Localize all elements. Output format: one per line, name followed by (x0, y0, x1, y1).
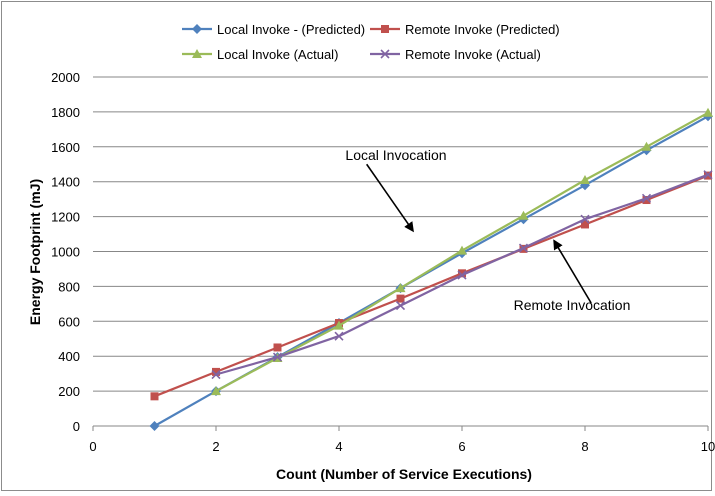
series-2 (211, 107, 713, 396)
legend-label: Local Invoke - (Predicted) (217, 22, 365, 37)
annotation-arrow (366, 163, 414, 233)
x-tick-label: 4 (335, 439, 342, 454)
data-point (642, 196, 651, 205)
annotation-label: Local Invocation (345, 147, 446, 163)
legend-item: Local Invoke - (Predicted) (182, 22, 365, 37)
data-point (334, 320, 344, 330)
y-tick-label: 600 (58, 314, 80, 329)
data-point (211, 386, 221, 396)
annotation-label: Remote Invocation (514, 297, 631, 313)
y-tick-label: 0 (73, 419, 80, 434)
data-point (395, 283, 406, 293)
legend-label: Remote Invoke (Predicted) (405, 22, 560, 37)
legend-item: Remote Invoke (Predicted) (370, 22, 560, 37)
x-tick-label: 8 (581, 439, 588, 454)
data-point (457, 245, 467, 255)
legend-marker (192, 49, 202, 58)
y-axis-title: Energy Footprint (mJ) (27, 179, 43, 325)
data-point (580, 174, 590, 184)
data-point (641, 141, 652, 151)
annotations: Local Invocation Remote Invocation (345, 147, 630, 313)
data-point (334, 331, 344, 341)
y-tick-label: 1800 (51, 105, 80, 120)
data-point (458, 269, 466, 278)
legend-marker (380, 49, 390, 59)
data-point (641, 193, 652, 203)
data-point (581, 220, 589, 229)
y-tick-label: 800 (58, 279, 80, 294)
data-point (211, 369, 221, 380)
series-layer (149, 107, 713, 431)
data-point (457, 270, 467, 280)
data-point (272, 352, 283, 362)
series-line (154, 174, 709, 398)
y-tick-label: 1400 (51, 175, 80, 190)
series-3 (211, 170, 713, 380)
y-tick-label: 400 (58, 349, 80, 364)
legend: Local Invoke - (Predicted) Remote Invoke … (182, 22, 560, 62)
annotation-arrow (553, 239, 592, 304)
data-point (518, 243, 529, 253)
legend-label: Local Invoke (Actual) (217, 47, 338, 62)
data-point (580, 214, 590, 224)
data-point (518, 210, 529, 220)
data-point (703, 107, 713, 117)
legend-label: Remote Invoke (Actual) (405, 47, 541, 62)
legend-marker (192, 24, 202, 34)
y-tick-label: 1000 (51, 245, 80, 260)
y-tick-label: 1600 (51, 140, 80, 155)
legend-marker (381, 25, 389, 33)
x-tick-label: 10 (701, 439, 715, 454)
x-tick-label: 0 (89, 439, 96, 454)
data-point (396, 294, 405, 303)
legend-item: Local Invoke (Actual) (182, 47, 338, 62)
data-point (149, 421, 160, 431)
legend-item: Remote Invoke (Actual) (370, 47, 541, 62)
x-axis-title: Count (Number of Service Executions) (276, 466, 532, 482)
y-tick-label: 1200 (51, 210, 80, 225)
x-tick-label: 2 (212, 439, 219, 454)
data-point (273, 343, 282, 352)
axes: 0 200 400 600 800 1000 1200 1400 1600 1800 2000 0 2 4… (51, 70, 715, 454)
x-tick-label: 6 (458, 439, 465, 454)
y-tick-label: 200 (58, 384, 80, 399)
data-point (395, 301, 406, 311)
data-point (212, 367, 220, 376)
data-point (150, 392, 159, 401)
data-point (703, 170, 713, 180)
y-tick-label: 2000 (51, 70, 80, 85)
gridlines (93, 76, 708, 392)
